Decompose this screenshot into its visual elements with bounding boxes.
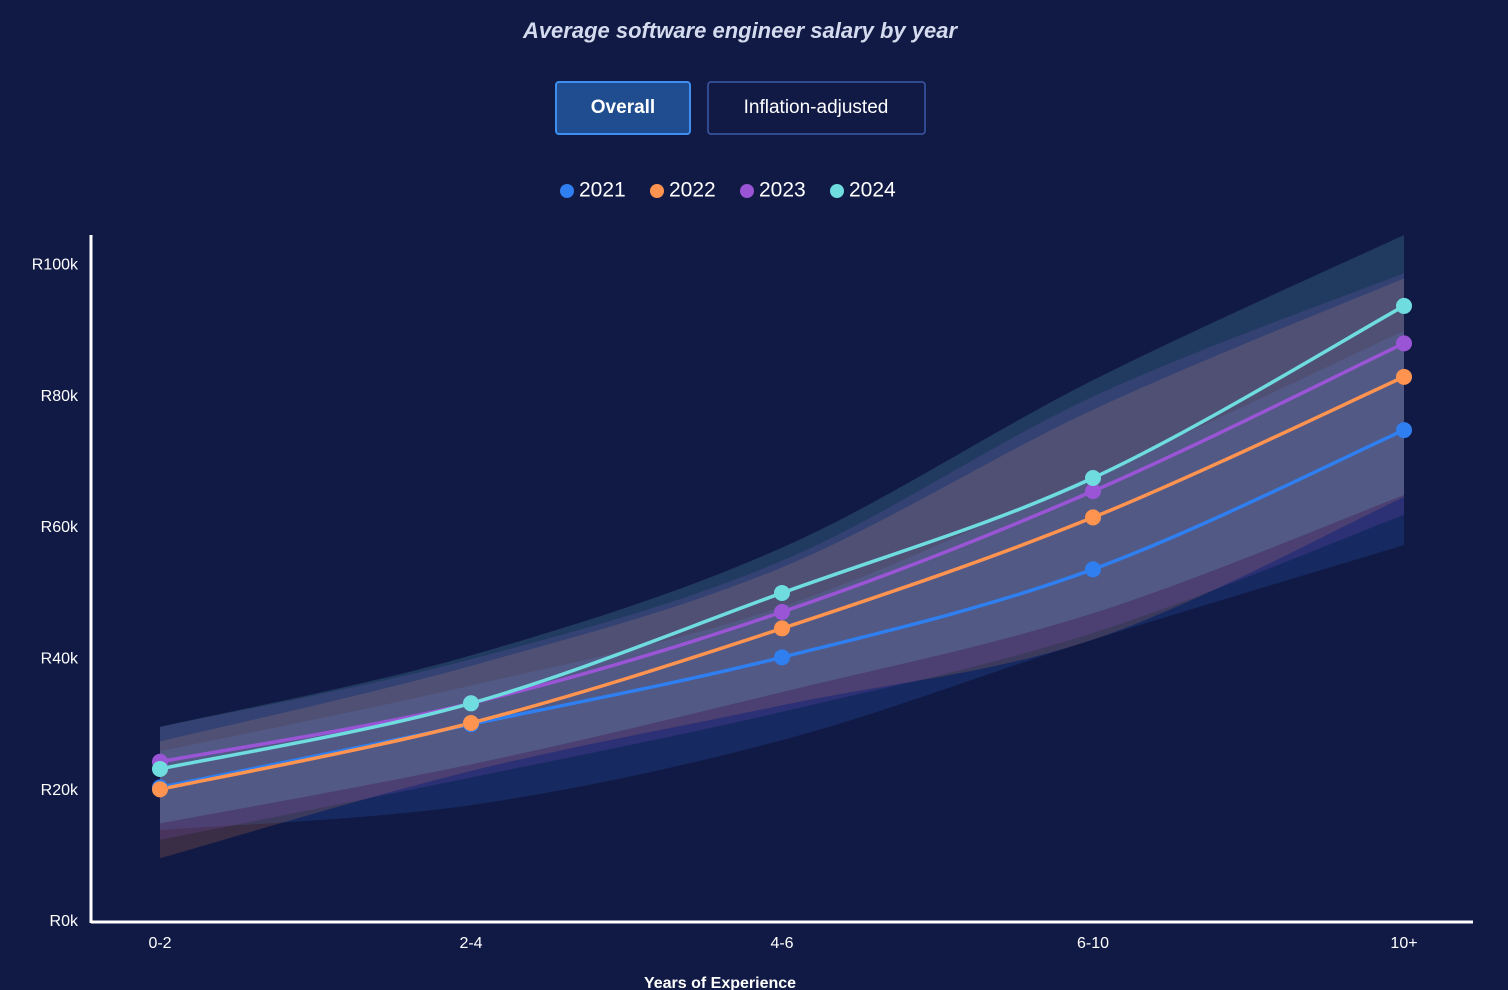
data-point — [1396, 368, 1412, 385]
range-band — [160, 235, 1404, 824]
x-tick-label: 10+ — [1390, 935, 1417, 952]
data-point — [1085, 561, 1101, 578]
x-tick-label: 2-4 — [459, 935, 482, 952]
data-point — [1085, 509, 1101, 526]
y-tick-label: R100k — [32, 256, 79, 273]
legend-marker — [650, 184, 664, 198]
legend-label[interactable]: 2021 — [579, 179, 626, 202]
data-point — [774, 649, 790, 666]
data-point — [1085, 483, 1101, 500]
y-tick-label: R0k — [50, 913, 79, 930]
data-point — [1396, 335, 1412, 352]
data-point — [774, 584, 790, 601]
data-point — [152, 781, 168, 798]
button[interactable] — [555, 81, 691, 135]
x-tick-label: 0-2 — [148, 935, 171, 952]
legend-label[interactable]: 2024 — [849, 179, 896, 202]
y-tick-label: R40k — [41, 651, 79, 668]
button-label[interactable]: Inflation-adjusted — [744, 97, 889, 118]
data-point — [463, 695, 479, 712]
button-label[interactable]: Overall — [591, 97, 655, 118]
x-tick-label: 6-10 — [1077, 935, 1109, 952]
y-tick-label: R20k — [41, 782, 79, 799]
button[interactable] — [707, 81, 926, 135]
legend-marker — [740, 184, 754, 198]
data-point — [1085, 470, 1101, 487]
data-point — [152, 760, 168, 777]
legend-marker — [830, 184, 844, 198]
data-point — [463, 714, 479, 731]
x-tick-label: 4-6 — [770, 935, 793, 952]
data-point — [1396, 422, 1412, 439]
data-point — [774, 620, 790, 637]
legend-label[interactable]: 2023 — [759, 179, 806, 202]
data-point — [774, 603, 790, 620]
data-point — [1396, 297, 1412, 314]
legend-marker — [560, 184, 574, 198]
y-tick-label: R80k — [41, 388, 79, 405]
legend-label[interactable]: 2022 — [669, 179, 716, 202]
x-axis-label: Years of Experience — [644, 975, 796, 990]
range-band — [160, 278, 1404, 859]
y-tick-label: R60k — [41, 519, 79, 536]
chart-title: Average software engineer salary by year — [522, 18, 959, 43]
